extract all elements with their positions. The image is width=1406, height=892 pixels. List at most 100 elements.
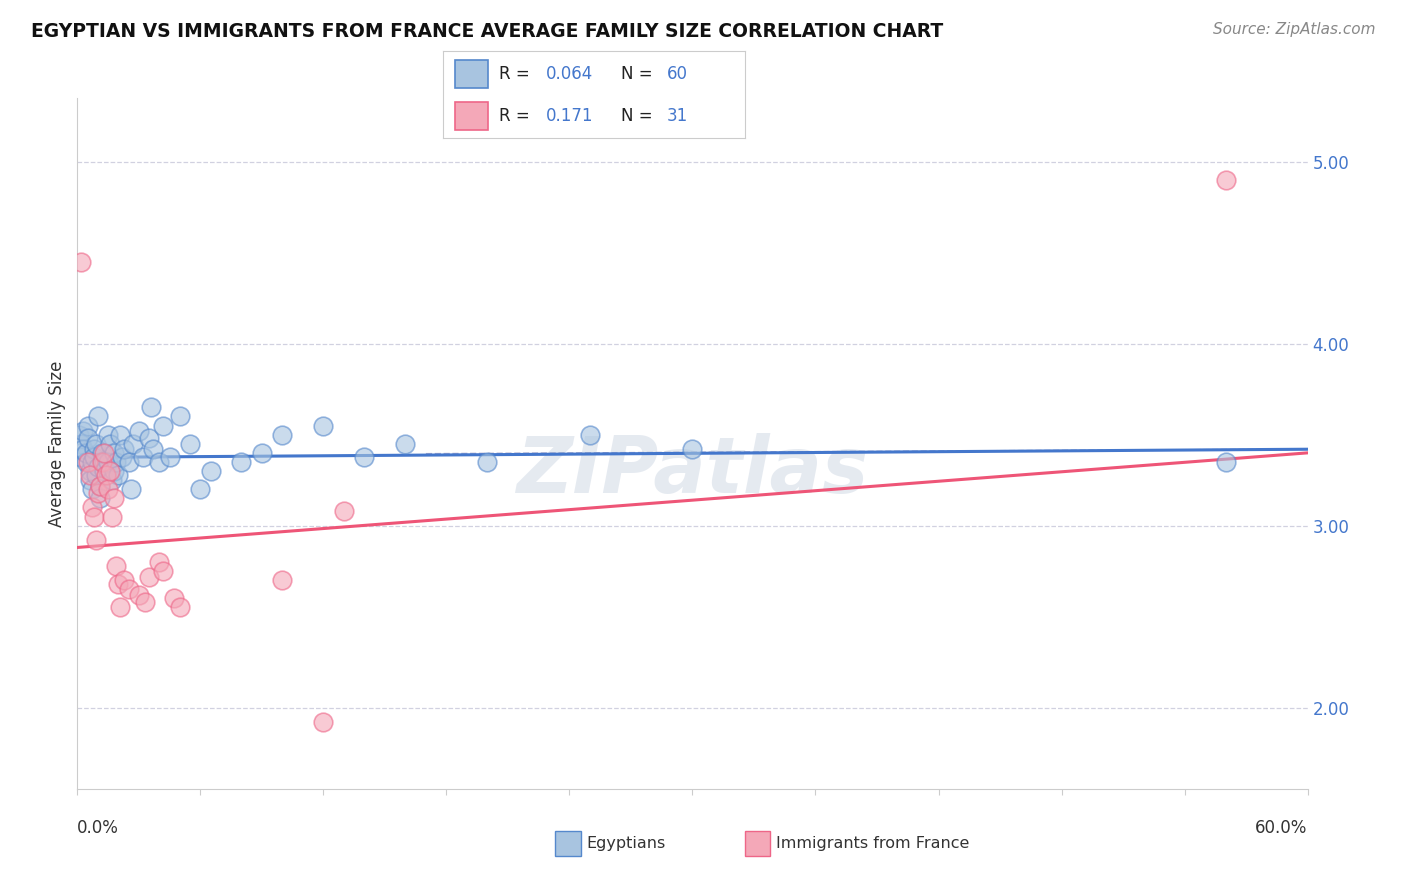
Point xyxy=(93,464,115,478)
Point xyxy=(84,467,107,482)
Text: EGYPTIAN VS IMMIGRANTS FROM FRANCE AVERAGE FAMILY SIZE CORRELATION CHART: EGYPTIAN VS IMMIGRANTS FROM FRANCE AVERA… xyxy=(31,22,943,41)
Point xyxy=(80,482,103,496)
Point xyxy=(159,450,181,464)
Point xyxy=(80,500,103,515)
Point xyxy=(114,573,136,587)
Point xyxy=(169,600,191,615)
Point xyxy=(90,455,114,469)
Point xyxy=(97,482,120,496)
Text: Source: ZipAtlas.com: Source: ZipAtlas.com xyxy=(1212,22,1375,37)
Text: Immigrants from France: Immigrants from France xyxy=(776,837,970,851)
Point xyxy=(134,595,156,609)
Point xyxy=(83,442,105,457)
Point xyxy=(98,464,121,478)
Point xyxy=(312,715,335,730)
Text: ZIPatlas: ZIPatlas xyxy=(516,434,869,509)
Point xyxy=(103,464,125,478)
Point xyxy=(271,427,294,442)
Text: N =: N = xyxy=(621,106,664,125)
Point xyxy=(682,442,704,457)
Point xyxy=(105,558,128,573)
Point xyxy=(67,427,90,442)
Point xyxy=(87,409,110,424)
Point xyxy=(72,424,94,438)
Point xyxy=(179,437,201,451)
Point xyxy=(79,473,101,487)
Point xyxy=(103,491,125,506)
Point xyxy=(394,437,416,451)
Point xyxy=(121,437,143,451)
Point xyxy=(89,478,111,492)
Text: 0.064: 0.064 xyxy=(546,65,593,84)
Point xyxy=(79,467,101,482)
Point xyxy=(97,427,120,442)
Point xyxy=(142,442,165,457)
Point xyxy=(84,533,107,548)
Point xyxy=(83,509,105,524)
Point xyxy=(312,418,335,433)
Text: R =: R = xyxy=(499,106,540,125)
Point xyxy=(76,418,98,433)
Point xyxy=(163,591,186,606)
Point xyxy=(70,450,93,464)
Point xyxy=(80,455,103,469)
Point xyxy=(93,455,115,469)
Point xyxy=(84,437,107,451)
Point xyxy=(1215,173,1237,187)
Point xyxy=(101,473,124,487)
Point xyxy=(79,464,101,478)
Point xyxy=(89,478,111,492)
Point xyxy=(353,450,375,464)
Point xyxy=(120,482,142,496)
Point xyxy=(101,509,124,524)
Point xyxy=(148,455,170,469)
Point xyxy=(148,555,170,569)
Point xyxy=(138,431,160,445)
Point xyxy=(70,437,93,451)
Text: 0.0%: 0.0% xyxy=(77,819,120,837)
Text: 60.0%: 60.0% xyxy=(1256,819,1308,837)
Point xyxy=(103,446,125,460)
Point xyxy=(94,467,117,482)
Text: R =: R = xyxy=(499,65,534,84)
Point xyxy=(76,431,98,445)
Point xyxy=(90,446,114,460)
Point xyxy=(87,460,110,475)
Point xyxy=(152,564,174,578)
Point xyxy=(188,482,212,496)
Text: 0.171: 0.171 xyxy=(546,106,593,125)
Point xyxy=(231,455,253,469)
Point xyxy=(132,450,155,464)
Point xyxy=(107,467,129,482)
Point xyxy=(200,464,222,478)
Point xyxy=(111,450,134,464)
Point xyxy=(98,437,121,451)
Point xyxy=(1215,455,1237,469)
Point xyxy=(83,450,105,464)
Point xyxy=(250,446,273,460)
Point xyxy=(152,418,174,433)
Point xyxy=(70,255,93,269)
Text: Egyptians: Egyptians xyxy=(586,837,665,851)
Point xyxy=(128,424,150,438)
Point xyxy=(75,455,97,469)
Point xyxy=(105,455,128,469)
Point xyxy=(117,455,139,469)
Point xyxy=(76,455,98,469)
Point xyxy=(333,504,356,518)
FancyBboxPatch shape xyxy=(456,102,488,129)
Point xyxy=(141,401,163,415)
Text: N =: N = xyxy=(621,65,658,84)
Point xyxy=(117,582,139,597)
Point xyxy=(97,455,120,469)
Y-axis label: Average Family Size: Average Family Size xyxy=(48,360,66,527)
Text: 31: 31 xyxy=(666,106,688,125)
Text: 60: 60 xyxy=(666,65,688,84)
Point xyxy=(89,491,111,506)
Point xyxy=(110,427,132,442)
Point xyxy=(138,569,160,583)
Point xyxy=(579,427,602,442)
Point xyxy=(75,446,97,460)
Point xyxy=(93,446,115,460)
FancyBboxPatch shape xyxy=(456,61,488,88)
